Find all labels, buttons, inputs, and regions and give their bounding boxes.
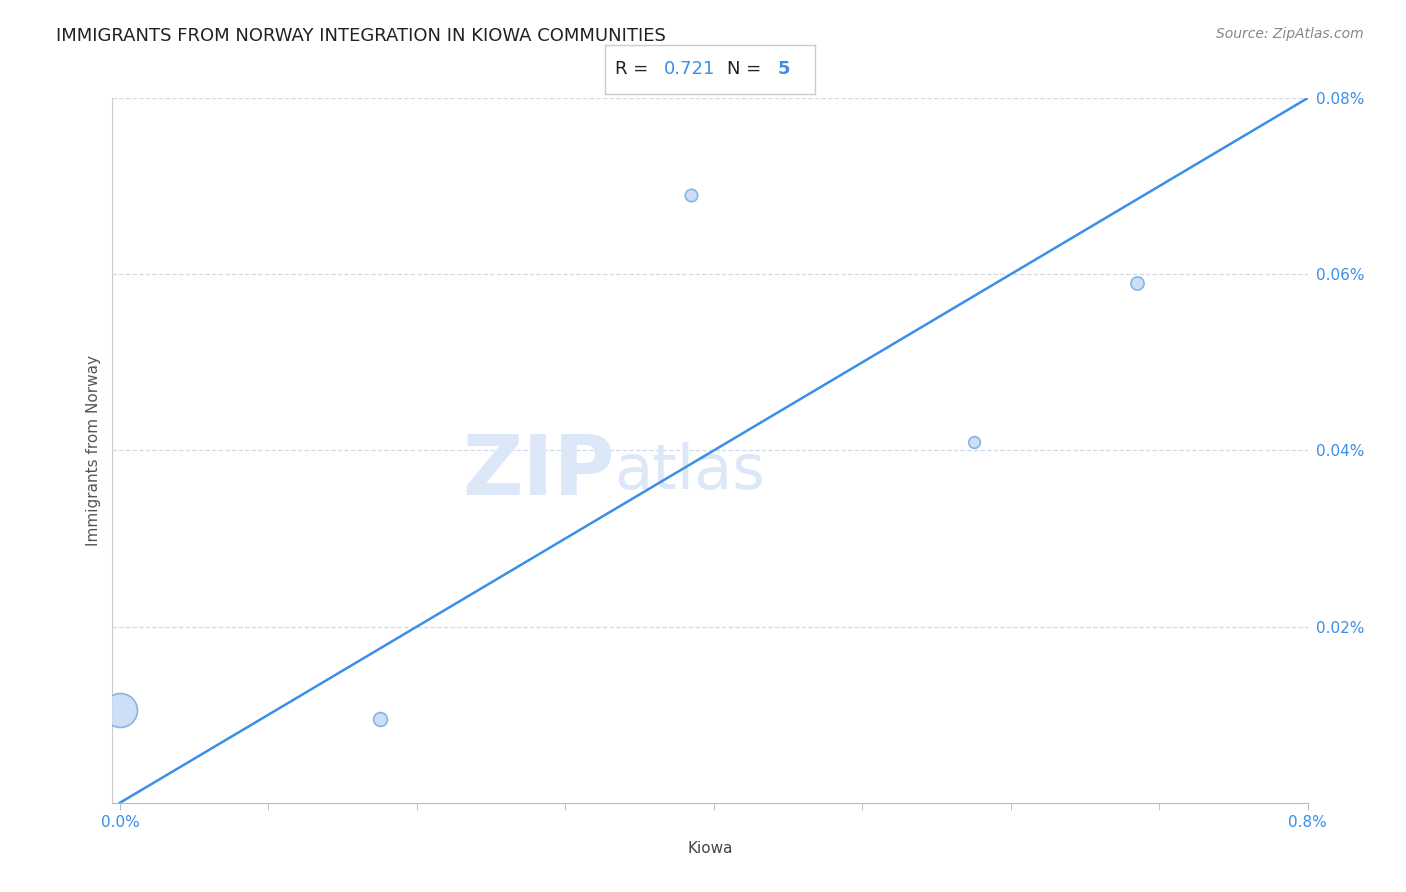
Point [962,434,984,449]
Y-axis label: Immigrants from Norway: Immigrants from Norway [86,355,101,546]
Text: IMMIGRANTS FROM NORWAY INTEGRATION IN KIOWA COMMUNITIES: IMMIGRANTS FROM NORWAY INTEGRATION IN KI… [56,27,666,45]
Text: R =: R = [616,60,654,78]
Point [681,188,703,202]
Text: N =: N = [727,60,766,78]
Text: Source: ZipAtlas.com: Source: ZipAtlas.com [1216,27,1364,41]
Text: ZIP: ZIP [463,431,614,512]
Text: 0.721: 0.721 [664,60,716,78]
Point [1126,276,1149,290]
Text: 5: 5 [778,60,790,78]
X-axis label: Kiowa: Kiowa [688,841,733,856]
Point [108,703,131,717]
Text: atlas: atlas [614,442,765,501]
Point [368,712,391,726]
